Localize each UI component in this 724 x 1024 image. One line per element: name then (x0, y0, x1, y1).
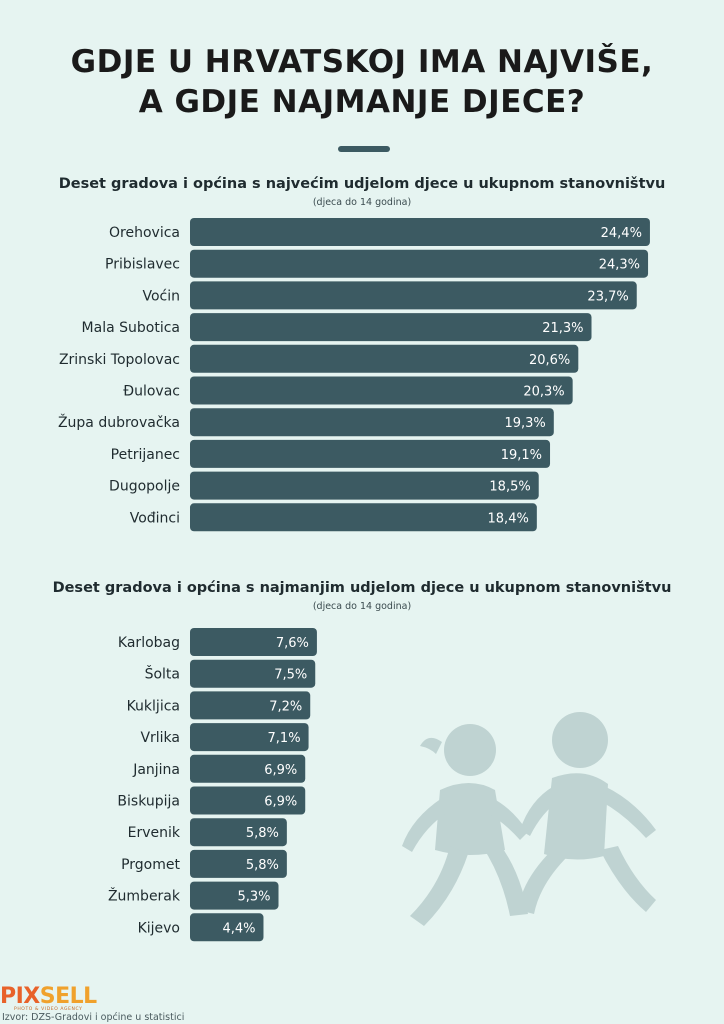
value-label: 18,4% (488, 511, 529, 526)
value-label: 7,1% (268, 731, 301, 746)
category-label: Kukljica (127, 698, 180, 714)
category-label: Mala Subotica (82, 320, 180, 336)
bar-4 (190, 313, 592, 342)
value-label: 7,5% (274, 668, 307, 683)
chart-2-title: Deset gradova i općina s najmanjim udjel… (52, 580, 672, 596)
category-label: Pribislavec (105, 257, 180, 273)
bar-10 (190, 503, 537, 532)
bar-4 (190, 723, 309, 752)
category-label: Žumberak (108, 887, 181, 905)
value-label: 19,3% (504, 416, 545, 431)
pixsell-logo: PIXSELL (0, 986, 97, 1008)
bar-3 (190, 691, 311, 720)
category-label: Karlobag (118, 635, 180, 651)
source-note: Izvor: DZS-Gradovi i općine u statistici (2, 1012, 185, 1023)
category-label: Petrijanec (111, 447, 180, 463)
bar-8 (190, 849, 287, 878)
value-label: 5,8% (246, 826, 279, 841)
page-title-line-2: A GDJE NAJMANJE DJECE? (138, 84, 586, 120)
category-label: Kijevo (138, 920, 180, 936)
bar-7 (190, 818, 287, 847)
bar-6 (190, 786, 306, 815)
category-label: Đulovac (123, 384, 180, 400)
chart-2-subtitle: (djeca do 14 godina) (312, 601, 412, 612)
page-title: GDJE U HRVATSKOJ IMA NAJVIŠE, A GDJE NAJ… (0, 42, 724, 122)
logo-part-1: PIX (0, 984, 40, 1009)
bar-9 (190, 881, 279, 910)
category-label: Orehovica (109, 225, 180, 241)
bar-5 (190, 344, 579, 373)
value-label: 24,4% (601, 226, 642, 241)
category-label: Šolta (145, 665, 180, 683)
category-label: Ervenik (128, 825, 181, 841)
category-label: Zrinski Topolovac (59, 352, 180, 368)
bar-2 (190, 249, 649, 278)
bar-2 (190, 659, 316, 688)
value-label: 5,3% (237, 890, 270, 905)
value-label: 23,7% (587, 289, 628, 304)
title-divider (338, 146, 390, 152)
bar-8 (190, 439, 551, 468)
category-label: Vrlika (140, 730, 180, 746)
category-label: Voćin (142, 288, 180, 304)
value-label: 7,6% (276, 636, 309, 651)
value-label: 7,2% (269, 699, 302, 714)
value-label: 19,1% (501, 448, 542, 463)
value-label: 20,6% (529, 353, 570, 368)
category-label: Dugopolje (109, 479, 180, 495)
logo-part-2: SELL (39, 984, 97, 1009)
children-silhouette-icon (402, 712, 656, 926)
bar-9 (190, 471, 539, 500)
value-label: 4,4% (222, 921, 255, 936)
value-label: 6,9% (264, 795, 297, 810)
chart-1-title: Deset gradova i općina s najvećim udjelo… (58, 176, 666, 192)
logo-tagline: PHOTO & VIDEO AGENCY (14, 1007, 83, 1012)
bar-6 (190, 376, 573, 405)
bar-5 (190, 754, 306, 783)
chart-bottom-ten: Karlobag 7,6% Šolta 7,5% Kukljica 7,2% Vrlika 7… (108, 628, 317, 942)
bar-10 (190, 913, 264, 942)
category-label: Biskupija (117, 794, 180, 810)
category-label: Prgomet (121, 857, 180, 873)
value-label: 20,3% (523, 385, 564, 400)
bar-1 (190, 628, 317, 656)
page-title-line-1: GDJE U HRVATSKOJ IMA NAJVIŠE, (70, 44, 654, 80)
bar-1 (190, 218, 650, 246)
value-label: 18,5% (489, 480, 530, 495)
value-label: 5,8% (246, 858, 279, 873)
value-label: 24,3% (599, 258, 640, 273)
value-label: 21,3% (542, 321, 583, 336)
category-label: Župa dubrovačka (58, 413, 180, 431)
value-label: 6,9% (264, 763, 297, 778)
bar-7 (190, 408, 554, 437)
category-label: Janjina (132, 762, 180, 778)
chart-top-ten: Orehovica 24,4% Pribislavec 24,3% Voćin 23,7%… (58, 218, 650, 532)
category-label: Vođinci (130, 510, 180, 526)
chart-1-subtitle: (djeca do 14 godina) (312, 197, 412, 208)
bar-3 (190, 281, 637, 310)
